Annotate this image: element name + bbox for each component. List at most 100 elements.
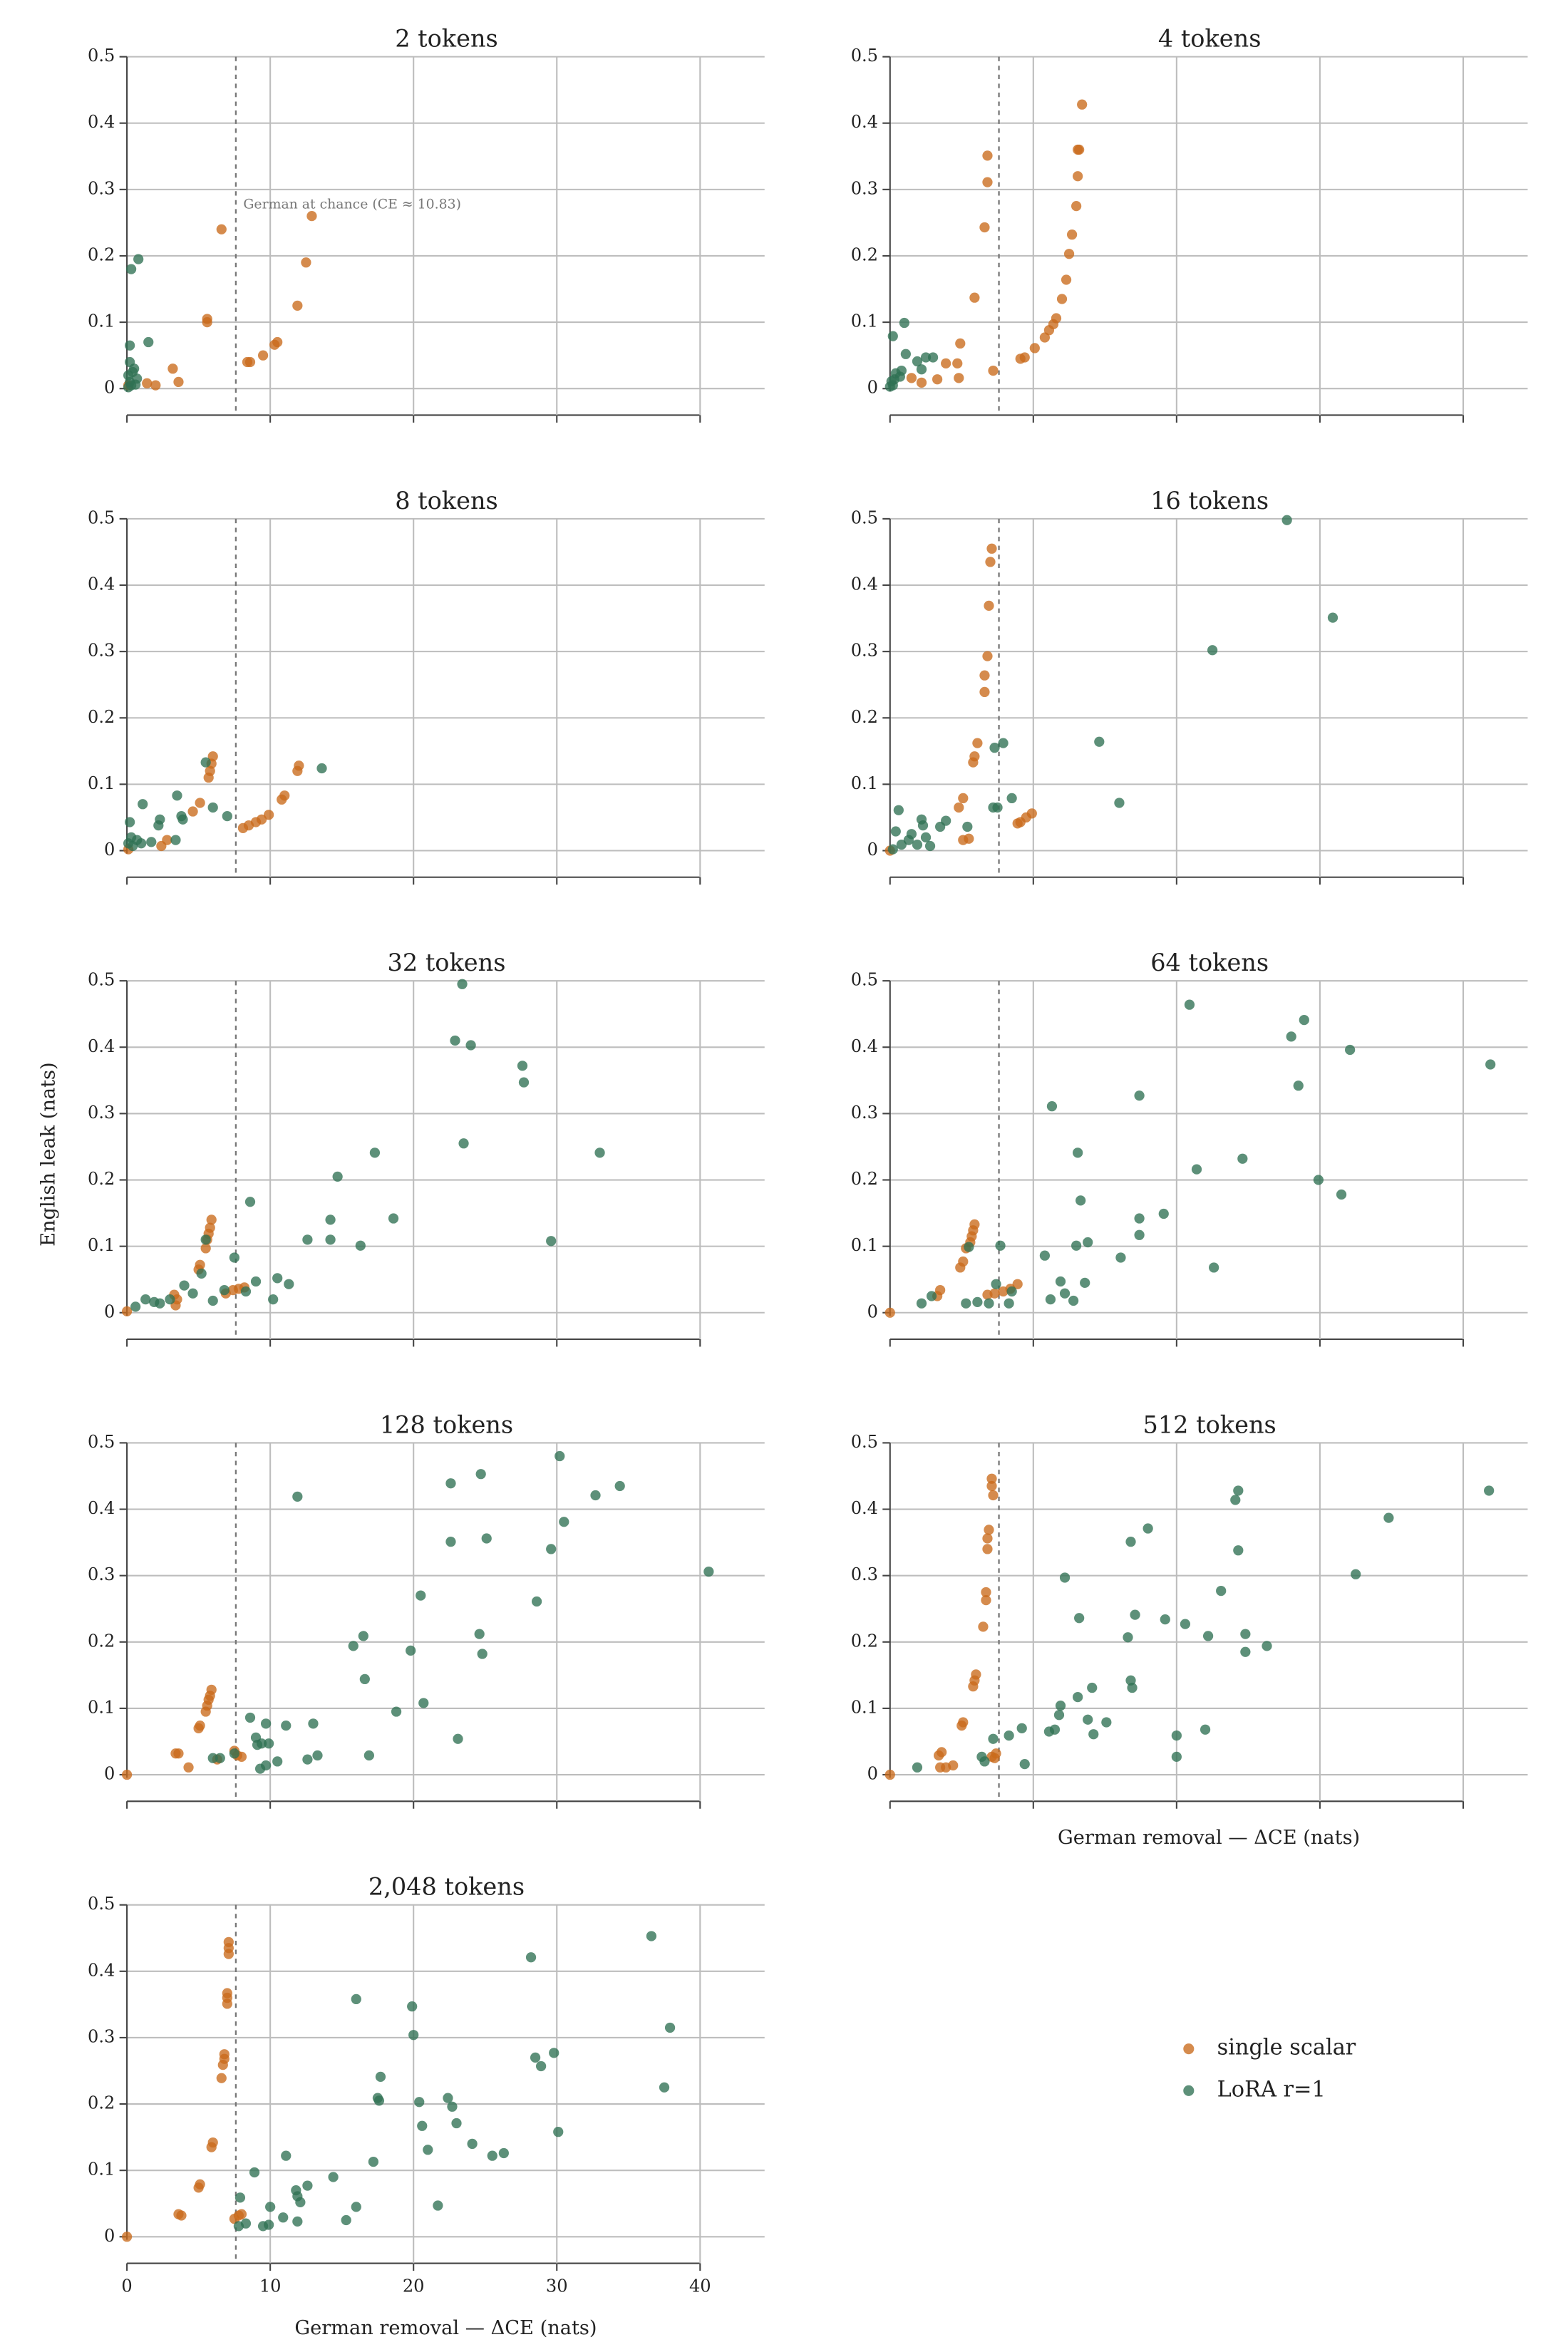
point: [518, 1077, 530, 1088]
point: [142, 378, 153, 388]
point: [1073, 171, 1083, 182]
point: [1006, 1286, 1017, 1297]
point: [368, 2156, 379, 2167]
point: [193, 2182, 204, 2193]
legend-marker: [1183, 2043, 1195, 2055]
point: [916, 377, 927, 388]
point: [130, 379, 141, 390]
point: [219, 1284, 229, 1296]
point: [414, 2097, 425, 2108]
y-tick-label: 0.4: [88, 1036, 115, 1056]
point: [325, 1214, 336, 1225]
point: [887, 844, 898, 855]
point: [369, 1147, 381, 1158]
point: [292, 300, 303, 311]
point: [133, 254, 144, 264]
point: [664, 2022, 676, 2033]
point: [156, 840, 167, 852]
point: [202, 316, 212, 328]
point: [183, 1762, 194, 1773]
point: [986, 1480, 997, 1492]
point: [203, 772, 214, 783]
point: [268, 1294, 279, 1305]
y-tick-label: 0: [867, 840, 878, 860]
point: [316, 763, 327, 774]
y-tick-label: 0.4: [88, 112, 115, 132]
point: [988, 802, 999, 813]
point: [140, 1294, 151, 1305]
y-tick-label: 0: [867, 1764, 878, 1784]
y-tick-label: 0: [867, 378, 878, 398]
point: [952, 358, 963, 368]
point: [121, 1769, 133, 1780]
point: [121, 2232, 133, 2242]
point: [1074, 1613, 1085, 1624]
point: [474, 1629, 485, 1639]
point: [207, 802, 218, 813]
point: [1171, 1751, 1182, 1763]
point: [955, 338, 966, 349]
point: [536, 2060, 547, 2072]
y-tick-label: 0.4: [88, 1960, 115, 1980]
x-tick-label: 0: [121, 2276, 132, 2296]
y-tick-label: 0.5: [851, 46, 878, 66]
y-tick-label: 0.1: [851, 1697, 878, 1717]
point: [257, 350, 269, 361]
point: [912, 1762, 923, 1773]
point: [417, 2120, 428, 2131]
point: [260, 1718, 272, 1729]
point: [906, 373, 917, 383]
y-tick-label: 0.2: [851, 244, 878, 264]
point: [948, 1760, 959, 1771]
point: [445, 1537, 456, 1547]
point: [260, 1760, 272, 1771]
x-tick-label: 30: [546, 2276, 568, 2296]
point: [884, 1307, 895, 1318]
point: [1134, 1090, 1145, 1101]
point: [292, 1491, 303, 1502]
point: [1202, 1631, 1214, 1641]
y-tick-label: 0.5: [851, 1432, 878, 1452]
point: [1327, 612, 1339, 623]
point: [958, 835, 969, 845]
y-tick-label: 0.5: [88, 1432, 115, 1452]
y-tick-label: 0.5: [88, 507, 115, 527]
point: [123, 838, 134, 849]
point: [962, 821, 973, 832]
y-tick-label: 0.5: [851, 970, 878, 990]
point: [893, 805, 904, 815]
y-tick-label: 0.2: [88, 2093, 115, 2113]
point: [896, 839, 907, 850]
point: [451, 2118, 462, 2129]
point: [1125, 1537, 1136, 1547]
point: [121, 1306, 133, 1317]
point: [229, 1748, 240, 1759]
point: [1207, 645, 1218, 656]
point: [306, 210, 317, 222]
point: [956, 1720, 967, 1731]
point: [978, 1621, 989, 1632]
point: [312, 1750, 323, 1761]
point: [982, 1544, 993, 1554]
point: [530, 2052, 541, 2063]
point: [525, 1952, 537, 1963]
point: [358, 1631, 368, 1641]
point: [423, 2145, 433, 2155]
point: [982, 651, 993, 661]
point: [988, 365, 999, 376]
point: [1059, 1288, 1071, 1299]
point: [200, 1706, 211, 1717]
point: [207, 1295, 218, 1306]
point: [351, 2202, 361, 2212]
point: [912, 839, 923, 850]
point: [1134, 1229, 1145, 1240]
point: [1171, 1730, 1182, 1741]
y-tick-label: 0: [104, 378, 115, 398]
point: [546, 1236, 557, 1247]
point: [308, 1718, 319, 1729]
point: [1240, 1629, 1251, 1639]
point: [517, 1061, 528, 1071]
point: [1383, 1512, 1394, 1523]
panel-title: 2 tokens: [395, 25, 498, 53]
